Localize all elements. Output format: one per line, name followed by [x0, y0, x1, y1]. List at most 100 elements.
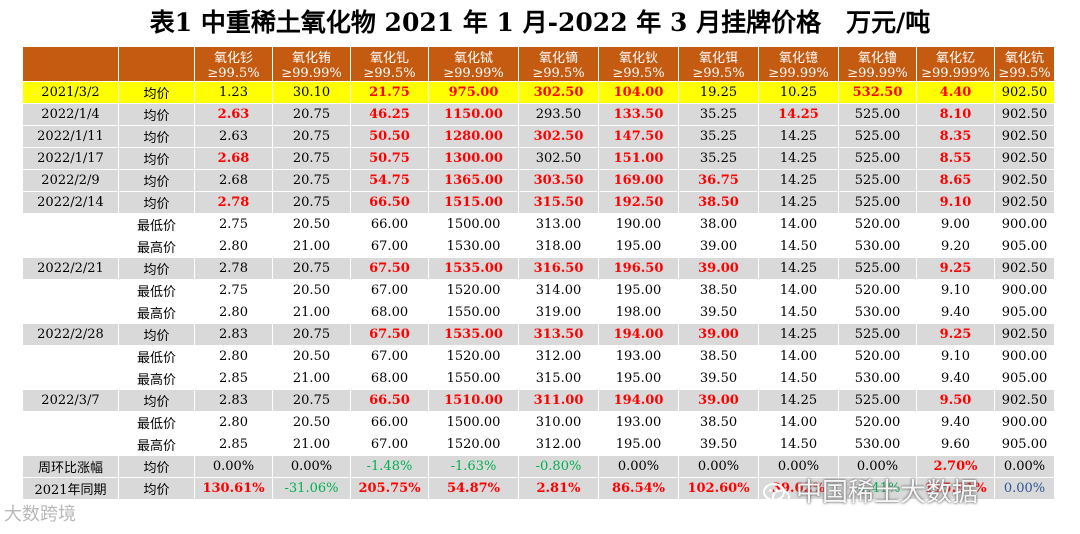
price-cell: 14.25	[758, 323, 839, 346]
price-cell: 1510.00	[428, 389, 519, 412]
row-type-cell: 均价	[118, 147, 195, 170]
price-cell: 19.25	[678, 81, 759, 104]
header-cell: 氧化镥 ≥99.99%	[838, 46, 917, 82]
price-cell: 9.40	[916, 367, 995, 390]
table-row: 2021年同期 均价 130.61% -31.06% 205.75% 54.87% 2.81…	[22, 477, 1055, 500]
table-row: 2022/2/21 均价 2.78 20.75 67.50 1535.00 316.50 19…	[22, 257, 1055, 280]
price-cell: 525.00	[838, 147, 917, 170]
header-cell: 氧化钆 ≥99.5%	[350, 46, 429, 82]
table-title: 表1 中重稀土氧化物 2021 年 1 月-2022 年 3 月挂牌价格 万元/…	[149, 8, 931, 37]
row-type-cell: 均价	[118, 389, 195, 412]
price-cell: 1530.00	[428, 235, 519, 258]
price-cell: 9.50	[916, 389, 995, 412]
header-cell: 氧化钇 ≥99.999%	[916, 46, 995, 82]
price-cell: 193.00	[598, 411, 679, 434]
price-cell: 39.50	[678, 301, 759, 324]
header-cell: 氧化钐 ≥99.5%	[194, 46, 273, 82]
table-row: 2022/1/11 均价 2.63 20.75 50.50 1280.00 302.50 14…	[22, 125, 1055, 148]
table-row: 2022/2/14 均价 2.78 20.75 66.50 1515.00 315.50 19…	[22, 191, 1055, 214]
row-date-cell	[22, 213, 119, 236]
row-date-cell	[22, 279, 119, 302]
price-cell: 14.25	[758, 169, 839, 192]
price-cell: 8.65	[916, 169, 995, 192]
price-cell: 8.35	[916, 125, 995, 148]
price-cell: 2.81%	[518, 477, 599, 500]
price-cell: 194.00	[598, 389, 679, 412]
table-row: 最低价 2.75 20.50 67.00 1520.00 314.00 195.00 38.5…	[22, 279, 1055, 302]
price-cell: 195.00	[598, 235, 679, 258]
price-cell: 10.25	[758, 81, 839, 104]
price-cell: -1.48%	[350, 455, 429, 478]
row-type-cell: 最低价	[118, 345, 195, 368]
price-cell: 520.00	[838, 213, 917, 236]
header-purity: ≥99.5%	[612, 66, 665, 81]
price-cell: 14.50	[758, 367, 839, 390]
row-date-cell	[22, 235, 119, 258]
price-cell: 2.78	[194, 191, 273, 214]
price-cell: 20.75	[272, 323, 351, 346]
price-cell: 525.00	[838, 125, 917, 148]
price-cell: 66.50	[350, 191, 429, 214]
price-cell: 38.50	[678, 345, 759, 368]
header-compound-name: 氧化钇	[935, 51, 975, 66]
price-cell: 1535.00	[428, 323, 519, 346]
price-cell: 9.10	[916, 191, 995, 214]
price-cell: 30.10	[272, 81, 351, 104]
price-cell: 104.00	[598, 81, 679, 104]
price-cell: 151.00	[598, 147, 679, 170]
row-date-cell: 2021年同期	[22, 477, 119, 500]
price-cell: 14.00	[758, 411, 839, 434]
table-row: 最低价 2.80 20.50 66.00 1500.00 310.00 193.00 38.5…	[22, 411, 1055, 434]
header-compound-name: 氧化铒	[698, 51, 738, 66]
price-cell: 39.50	[678, 367, 759, 390]
price-cell: 9.00	[916, 213, 995, 236]
price-cell: 67.00	[350, 279, 429, 302]
table-row: 2022/2/28 均价 2.83 20.75 67.50 1535.00 313.50 19…	[22, 323, 1055, 346]
price-cell: 2.83	[194, 389, 273, 412]
price-cell: 67.50	[350, 323, 429, 346]
row-date-cell: 2022/3/7	[22, 389, 119, 412]
price-cell: 2.80	[194, 345, 273, 368]
price-cell: 20.75	[272, 389, 351, 412]
header-purity: ≥99.5%	[998, 66, 1051, 81]
price-cell: 520.00	[838, 279, 917, 302]
price-cell: 14.25	[758, 103, 839, 126]
price-cell: 35.25	[678, 147, 759, 170]
row-type-cell: 均价	[118, 81, 195, 104]
row-type-cell: 均价	[118, 125, 195, 148]
price-cell: 20.75	[272, 103, 351, 126]
header-cell: 氧化镱 ≥99.99%	[758, 46, 839, 82]
price-cell: 39.02%	[758, 477, 839, 500]
price-cell: 1150.00	[428, 103, 519, 126]
price-cell: 21.00	[272, 367, 351, 390]
price-cell: 2.75	[194, 213, 273, 236]
price-cell: 2.63	[194, 103, 273, 126]
price-cell: 2.80	[194, 411, 273, 434]
price-cell: 2.83	[194, 323, 273, 346]
price-cell: 14.00	[758, 279, 839, 302]
row-date-cell	[22, 433, 119, 456]
price-cell: 39.00	[678, 235, 759, 258]
header-cell: 氧化铽 ≥99.99%	[428, 46, 519, 82]
price-cell: 1520.00	[428, 279, 519, 302]
price-cell: 902.50	[994, 323, 1055, 346]
price-cell: 4.40	[916, 81, 995, 104]
price-cell: 1500.00	[428, 213, 519, 236]
price-cell: 0.00%	[194, 455, 273, 478]
price-cell: 194.00	[598, 323, 679, 346]
price-cell: 21.00	[272, 433, 351, 456]
row-type-cell: 最低价	[118, 279, 195, 302]
price-cell: 9.25	[916, 323, 995, 346]
price-cell: 14.25	[758, 389, 839, 412]
header-row: 氧化钐 ≥99.5% 氧化铕 ≥99.99% 氧化钆 ≥99.5% 氧化铽 ≥99.99% 氧化…	[22, 46, 1055, 82]
price-cell: 38.00	[678, 213, 759, 236]
price-cell: 1365.00	[428, 169, 519, 192]
row-type-cell: 最低价	[118, 411, 195, 434]
price-cell: 902.50	[994, 81, 1055, 104]
price-cell: 14.00	[758, 213, 839, 236]
price-cell: 316.50	[518, 257, 599, 280]
price-cell: 2.85	[194, 367, 273, 390]
price-cell: 50.50	[350, 125, 429, 148]
price-cell: 198.00	[598, 301, 679, 324]
price-cell: 9.60	[916, 433, 995, 456]
